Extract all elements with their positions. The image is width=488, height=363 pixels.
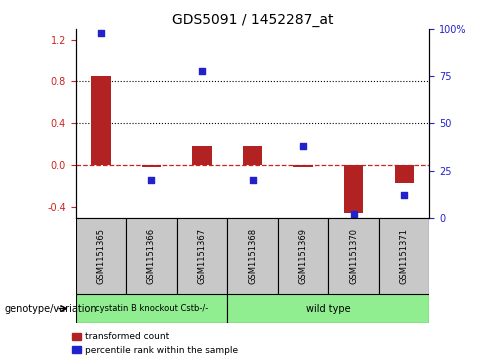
Bar <box>76 218 126 294</box>
Legend: transformed count, percentile rank within the sample: transformed count, percentile rank withi… <box>68 329 242 359</box>
Bar <box>278 218 328 294</box>
Text: GSM1151370: GSM1151370 <box>349 228 358 284</box>
Point <box>299 143 307 149</box>
Text: GSM1151368: GSM1151368 <box>248 228 257 284</box>
Bar <box>177 218 227 294</box>
Bar <box>395 166 414 183</box>
Bar <box>328 218 379 294</box>
Point <box>97 30 105 36</box>
Point <box>350 211 358 217</box>
Bar <box>227 294 429 323</box>
Point <box>400 192 408 198</box>
Text: genotype/variation: genotype/variation <box>5 303 98 314</box>
Bar <box>379 218 429 294</box>
Bar <box>142 166 161 167</box>
Bar <box>192 147 212 166</box>
Point <box>198 68 206 73</box>
Text: GSM1151365: GSM1151365 <box>97 228 105 284</box>
Bar <box>126 218 177 294</box>
Bar <box>344 166 363 213</box>
Bar <box>76 294 227 323</box>
Bar <box>243 147 262 166</box>
Text: cystatin B knockout Cstb-/-: cystatin B knockout Cstb-/- <box>95 304 208 313</box>
Bar <box>91 76 110 166</box>
Text: GSM1151366: GSM1151366 <box>147 228 156 284</box>
Text: GSM1151371: GSM1151371 <box>400 228 408 284</box>
Point <box>249 177 257 183</box>
Bar <box>293 166 313 167</box>
Text: GSM1151369: GSM1151369 <box>299 228 307 284</box>
Text: wild type: wild type <box>306 303 351 314</box>
Point <box>147 177 155 183</box>
Text: GSM1151367: GSM1151367 <box>198 228 206 284</box>
Bar <box>227 218 278 294</box>
Title: GDS5091 / 1452287_at: GDS5091 / 1452287_at <box>172 13 333 26</box>
